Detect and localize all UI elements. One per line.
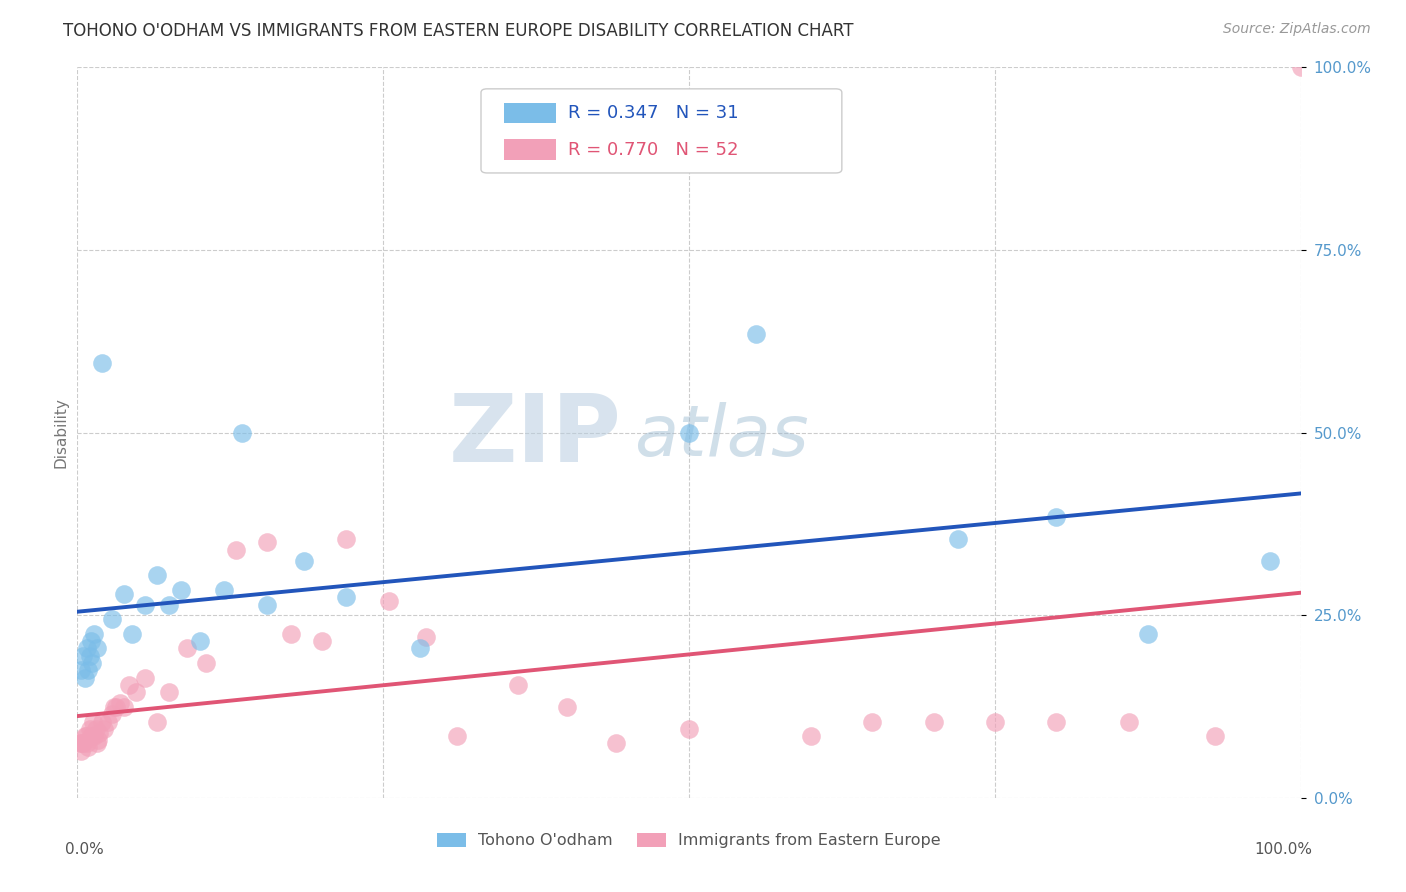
Text: R = 0.770   N = 52: R = 0.770 N = 52: [568, 141, 738, 159]
Point: [1258, 553, 1281, 568]
Point: [378, 594, 401, 608]
Point: [170, 582, 193, 597]
Point: [256, 598, 278, 612]
Point: [745, 326, 768, 341]
Point: [97, 714, 120, 729]
FancyBboxPatch shape: [505, 103, 555, 123]
Point: [188, 634, 211, 648]
Point: [80, 729, 103, 743]
Point: [80, 729, 103, 743]
Point: [73, 729, 96, 743]
Point: [409, 641, 432, 656]
Point: [176, 641, 198, 656]
Point: [73, 671, 96, 685]
Point: [157, 685, 180, 699]
Point: [89, 725, 111, 739]
Point: [1204, 729, 1226, 743]
Point: [75, 729, 97, 743]
Point: [72, 648, 94, 663]
Point: [90, 356, 112, 370]
Point: [83, 729, 105, 743]
Point: [800, 729, 823, 743]
Point: [108, 696, 131, 710]
Point: [80, 656, 103, 670]
Point: [76, 737, 98, 751]
Point: [112, 586, 135, 600]
Point: [212, 582, 235, 597]
Point: [70, 744, 93, 758]
Point: [678, 425, 700, 440]
Point: [84, 722, 107, 736]
Point: [922, 714, 945, 729]
Legend: Tohono O'odham, Immigrants from Eastern Europe: Tohono O'odham, Immigrants from Eastern …: [430, 826, 948, 855]
Point: [605, 737, 627, 751]
Point: [946, 532, 969, 546]
Point: [446, 729, 468, 743]
Point: [105, 699, 128, 714]
Point: [225, 542, 247, 557]
Point: [112, 699, 135, 714]
Point: [69, 737, 91, 751]
Point: [90, 714, 112, 729]
Point: [100, 612, 122, 626]
Y-axis label: Disability: Disability: [53, 397, 69, 468]
Point: [146, 568, 169, 582]
Point: [72, 737, 94, 751]
Point: [506, 678, 529, 692]
Point: [103, 699, 125, 714]
Text: Source: ZipAtlas.com: Source: ZipAtlas.com: [1223, 22, 1371, 37]
Point: [157, 598, 180, 612]
Point: [125, 685, 148, 699]
Point: [146, 714, 169, 729]
Point: [678, 722, 700, 736]
Point: [1045, 714, 1067, 729]
Text: ZIP: ZIP: [449, 391, 621, 483]
Point: [280, 626, 302, 640]
Point: [70, 664, 93, 678]
Point: [93, 722, 115, 736]
Point: [86, 737, 108, 751]
Point: [231, 425, 253, 440]
Text: 0.0%: 0.0%: [65, 842, 104, 857]
Text: R = 0.347   N = 31: R = 0.347 N = 31: [568, 104, 738, 122]
Point: [984, 714, 1007, 729]
Point: [415, 631, 437, 645]
Text: atlas: atlas: [634, 401, 808, 471]
Point: [256, 535, 278, 549]
Point: [79, 722, 101, 736]
Point: [335, 591, 357, 605]
Point: [292, 553, 315, 568]
Point: [862, 714, 884, 729]
Point: [335, 532, 357, 546]
Point: [87, 732, 110, 747]
Point: [121, 626, 143, 640]
Point: [1289, 60, 1312, 74]
Point: [82, 714, 104, 729]
FancyBboxPatch shape: [505, 139, 555, 160]
Point: [77, 664, 100, 678]
FancyBboxPatch shape: [481, 89, 842, 173]
Point: [555, 699, 578, 714]
Point: [76, 641, 98, 656]
Text: 100.0%: 100.0%: [1254, 842, 1313, 857]
Point: [134, 598, 156, 612]
Point: [194, 656, 217, 670]
Point: [83, 626, 105, 640]
Point: [1118, 714, 1140, 729]
Point: [134, 671, 156, 685]
Point: [70, 737, 93, 751]
Text: TOHONO O'ODHAM VS IMMIGRANTS FROM EASTERN EUROPE DISABILITY CORRELATION CHART: TOHONO O'ODHAM VS IMMIGRANTS FROM EASTER…: [63, 22, 853, 40]
Point: [77, 740, 100, 755]
Point: [80, 634, 103, 648]
Point: [311, 634, 333, 648]
Point: [79, 648, 101, 663]
Point: [86, 641, 108, 656]
Point: [1045, 509, 1067, 524]
Point: [118, 678, 141, 692]
Point: [1136, 626, 1159, 640]
Point: [100, 707, 122, 722]
